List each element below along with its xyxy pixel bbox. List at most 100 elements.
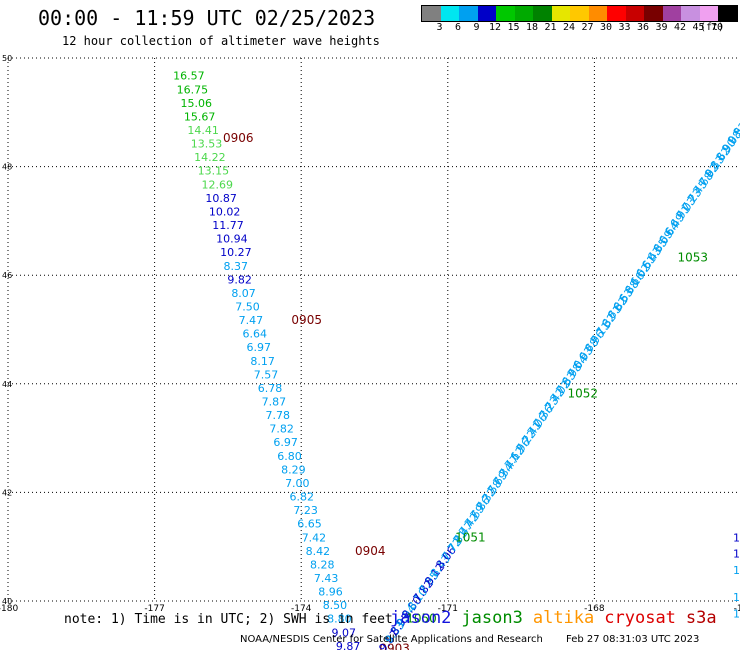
swh-value-west-track: 12.69	[202, 178, 234, 191]
y-tick-label: 40	[2, 597, 12, 606]
color-scale-tick: 36	[636, 22, 650, 33]
color-scale-tick: 42	[673, 22, 687, 33]
swh-value-east-track: 9.43	[731, 111, 740, 138]
swh-value-west-track: 6.97	[273, 436, 298, 449]
swh-value-west-track: 8.80	[327, 613, 352, 626]
swh-value-west-track: 10.94	[216, 233, 248, 246]
color-swatch	[588, 6, 607, 21]
time-label-east-track: 1053	[677, 251, 708, 265]
swh-value-west-track: 8.17	[250, 355, 275, 368]
swh-value-west-track: 7.43	[314, 572, 339, 585]
y-tick-label: 44	[2, 380, 12, 389]
x-tick-label: -171	[438, 604, 458, 614]
swh-value-west-track: 8.28	[310, 558, 335, 571]
satellite-legend: jason2 jason3 altika cryosat s3a	[390, 608, 717, 628]
y-tick-label: 50	[2, 54, 12, 63]
wave-height-color-scale	[421, 5, 738, 22]
swh-value-west-track: 15.06	[180, 97, 212, 110]
color-scale-tick: 24	[562, 22, 576, 33]
swh-value-west-track: 6.97	[246, 341, 271, 354]
swh-value-edge: 1	[733, 564, 740, 577]
swh-value-west-track: 7.50	[235, 300, 259, 313]
x-tick-label: -177	[144, 604, 164, 614]
swh-value-west-track: 7.82	[269, 423, 294, 436]
swh-value-west-track: 8.37	[224, 260, 249, 273]
swh-value-west-track: 13.15	[198, 165, 230, 178]
swh-value-west-track: 16.75	[177, 83, 209, 96]
swh-value-west-track: 8.50	[323, 599, 348, 612]
x-tick-label: -174	[291, 604, 312, 614]
color-scale-tick: 15	[507, 22, 520, 33]
color-scale-tick: 3	[436, 22, 443, 33]
color-swatch	[459, 6, 478, 21]
color-swatch	[644, 6, 663, 21]
swh-value-edge: 1	[733, 548, 740, 561]
satellite-legend-jason3: jason3	[461, 608, 523, 628]
color-scale-tick: 18	[525, 22, 539, 33]
color-scale-tick: 9	[473, 22, 480, 33]
color-swatch	[625, 6, 644, 21]
color-swatch	[681, 6, 700, 21]
swh-value-west-track: 6.64	[243, 328, 268, 341]
satellite-legend-jason2: jason2	[390, 608, 452, 628]
swh-value-west-track: 14.22	[194, 151, 226, 164]
time-label-west-track: 0903	[379, 642, 410, 650]
color-swatch	[477, 6, 496, 21]
y-tick-label: 42	[2, 488, 12, 497]
swh-value-west-track: 7.57	[254, 368, 278, 381]
time-label-east-track: 1052	[568, 386, 599, 400]
color-swatch	[551, 6, 570, 21]
swh-value-west-track: 7.78	[266, 409, 291, 422]
swh-value-edge: 1	[733, 591, 740, 604]
swh-value-west-track: 8.29	[281, 463, 306, 476]
color-swatch	[496, 6, 515, 21]
swh-value-edge: 1	[733, 531, 740, 544]
swh-value-west-track: 9.87	[336, 640, 361, 650]
swh-value-west-track: 6.78	[258, 382, 283, 395]
x-tick-label: -168	[584, 604, 605, 614]
swh-value-west-track: 10.02	[209, 205, 241, 218]
color-swatch	[662, 6, 681, 21]
color-scale-tick: 27	[581, 22, 594, 33]
swh-value-west-track: 7.42	[302, 531, 327, 544]
color-scale-tick: 6	[454, 22, 462, 33]
color-swatch	[440, 6, 459, 21]
color-swatch	[570, 6, 589, 21]
time-label-west-track: 0904	[355, 544, 386, 558]
color-scale-tick: 70	[710, 22, 724, 33]
swh-value-west-track: 15.67	[184, 110, 216, 123]
swh-value-west-track: 11.77	[212, 219, 244, 232]
generated-timestamp: Feb 27 08:31:03 UTC 2023	[566, 634, 700, 645]
y-tick-label: 46	[2, 271, 12, 280]
swh-value-west-track: 14.41	[187, 124, 219, 137]
swh-value-west-track: 7.00	[285, 477, 310, 490]
satellite-legend-s3a: s3a	[685, 608, 717, 628]
color-swatch	[422, 6, 441, 21]
swh-value-west-track: 6.80	[277, 450, 302, 463]
swh-value-west-track: 10.87	[205, 192, 237, 205]
page-title: 00:00 - 11:59 UTC 02/25/2023	[38, 6, 376, 30]
satellite-legend-cryosat: cryosat	[604, 608, 676, 628]
color-swatch	[699, 6, 718, 21]
color-scale-tick: 45	[692, 22, 705, 33]
color-swatch	[514, 6, 533, 21]
color-scale-tick: 30	[599, 22, 613, 33]
color-scale-tick: 39	[655, 22, 668, 33]
swh-value-west-track: 6.65	[297, 518, 322, 531]
x-tick-label: -180	[0, 604, 18, 614]
time-label-east-track: 1051	[455, 530, 486, 544]
swh-value-west-track: 7.87	[262, 396, 287, 409]
time-label-west-track: 0905	[291, 313, 322, 327]
swh-value-west-track: 8.07	[231, 287, 256, 300]
swh-value-west-track: 8.96	[318, 586, 343, 599]
swh-value-edge: 1	[733, 607, 740, 620]
time-label-west-track: 0906	[223, 131, 254, 145]
y-tick-label: 48	[2, 163, 12, 172]
time-label-east-track: 1050	[406, 612, 437, 626]
swh-value-west-track: 7.47	[239, 314, 264, 327]
swh-value-west-track: 10.27	[220, 246, 252, 259]
footnote: note: 1) Time is in UTC; 2) SWH is in fe…	[64, 612, 393, 627]
swh-value-west-track: 6.82	[289, 491, 314, 504]
color-scale-tick: 21	[544, 22, 557, 33]
